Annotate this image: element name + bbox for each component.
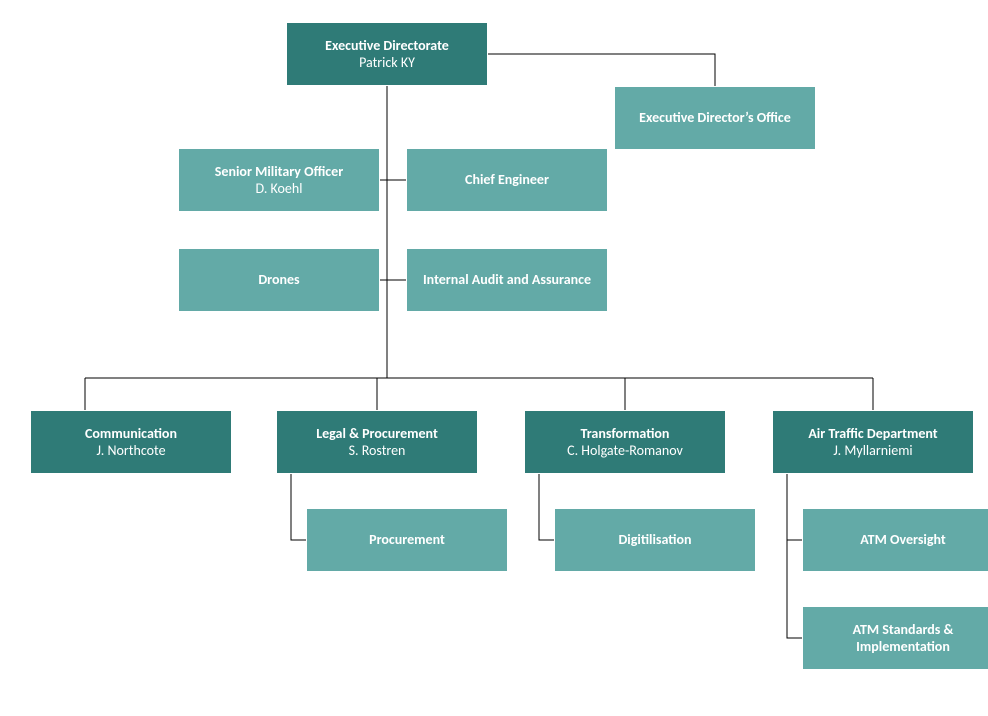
node-chief-engineer: Chief Engineer	[406, 148, 608, 212]
node-atm-oversight: ATM Oversight	[802, 508, 988, 572]
node-internal-audit-assurance: Internal Audit and Assurance	[406, 248, 608, 312]
org-chart-canvas: Executive Directorate Patrick KY Executi…	[0, 0, 988, 716]
node-title: Digitilisation	[618, 531, 691, 549]
node-subtitle: S. Rostren	[349, 442, 406, 460]
node-title: ATM Oversight	[860, 531, 945, 549]
node-title: Legal & Procurement	[316, 425, 438, 443]
node-title: ATM Standards & Implementation	[811, 621, 988, 656]
node-title: Drones	[258, 271, 299, 289]
node-transformation: Transformation C. Holgate-Romanov	[524, 410, 726, 474]
node-subtitle: J. Northcote	[96, 442, 165, 460]
node-executive-directorate: Executive Directorate Patrick KY	[286, 22, 488, 86]
node-digitilisation: Digitilisation	[554, 508, 756, 572]
node-air-traffic-department: Air Traffic Department J. Myllarniemi	[772, 410, 974, 474]
node-title: Executive Director’s Office	[639, 109, 791, 127]
node-title: Executive Directorate	[325, 37, 449, 55]
node-subtitle: Patrick KY	[359, 54, 415, 72]
node-title: Senior Military Officer	[215, 163, 343, 181]
node-communication: Communication J. Northcote	[30, 410, 232, 474]
node-title: Procurement	[369, 531, 445, 549]
node-subtitle: D. Koehl	[256, 180, 303, 198]
node-title: Internal Audit and Assurance	[423, 271, 591, 289]
node-senior-military-officer: Senior Military Officer D. Koehl	[178, 148, 380, 212]
node-procurement: Procurement	[306, 508, 508, 572]
node-subtitle: C. Holgate-Romanov	[567, 442, 683, 460]
node-title: Air Traffic Department	[808, 425, 937, 443]
node-drones: Drones	[178, 248, 380, 312]
node-subtitle: J. Myllarniemi	[833, 442, 912, 460]
node-atm-standards-implementation: ATM Standards & Implementation	[802, 606, 988, 670]
node-executive-directors-office: Executive Director’s Office	[614, 86, 816, 150]
node-title: Communication	[85, 425, 177, 443]
node-title: Chief Engineer	[465, 171, 549, 189]
node-legal-procurement: Legal & Procurement S. Rostren	[276, 410, 478, 474]
node-title: Transformation	[581, 425, 670, 443]
